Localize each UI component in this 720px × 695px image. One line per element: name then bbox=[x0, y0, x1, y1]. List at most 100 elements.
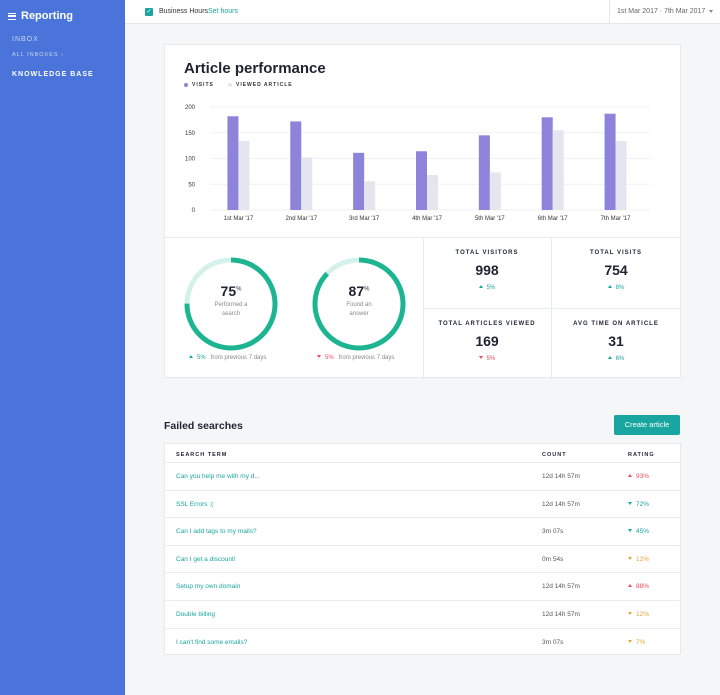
business-hours-label: Business Hours bbox=[159, 8, 209, 15]
y-tick-label: 100 bbox=[185, 157, 196, 163]
legend-dot bbox=[228, 83, 232, 87]
bar-viewed-article[interactable] bbox=[427, 174, 438, 210]
search-term-link[interactable]: Double billing bbox=[176, 611, 216, 618]
change-note: from previous 7 days bbox=[338, 355, 395, 361]
gauge-caption-line: Performed a bbox=[214, 302, 248, 308]
y-tick-label: 0 bbox=[192, 208, 196, 214]
x-tick-label: 4th Mar '17 bbox=[412, 216, 442, 222]
stat-value: 31 bbox=[608, 333, 624, 349]
search-term-link[interactable]: I can't find some emails? bbox=[176, 638, 248, 646]
gauge-caption: Found an answer bbox=[324, 301, 394, 319]
bar-visits[interactable] bbox=[478, 135, 490, 210]
rating-value: 45% bbox=[628, 528, 649, 535]
gauge-value: 75% bbox=[196, 283, 266, 299]
set-hours-link[interactable]: Set hours bbox=[208, 8, 238, 15]
search-term-link[interactable]: Can you help me with my d... bbox=[176, 473, 260, 480]
y-tick-label: 150 bbox=[185, 131, 196, 137]
sidebar-header[interactable]: Reporting bbox=[8, 10, 73, 22]
count-value: 0m 54s bbox=[542, 555, 564, 563]
gauge-unit: % bbox=[236, 286, 242, 293]
arrow-down-icon bbox=[628, 612, 632, 615]
top-bar: ✓ Business Hours Set hours 1st Mar 2017 … bbox=[125, 0, 720, 24]
bar-viewed-article[interactable] bbox=[364, 181, 376, 210]
rating-text: 12% bbox=[636, 611, 650, 618]
rating-value: 12% bbox=[628, 556, 649, 563]
bar-viewed-article[interactable] bbox=[238, 140, 250, 210]
count-value: 12d 14h 57m bbox=[542, 500, 580, 508]
column-header-search-term[interactable]: SEARCH TERM bbox=[176, 452, 228, 458]
stat-label: TOTAL ARTICLES VIEWED bbox=[438, 321, 536, 327]
business-hours-checkbox[interactable]: ✓ bbox=[145, 8, 153, 16]
column-header-rating[interactable]: RATING bbox=[628, 452, 655, 458]
bar-viewed-article[interactable] bbox=[615, 140, 627, 210]
sidebar-item-knowledge-base[interactable]: KNOWLEDGE BASE bbox=[12, 71, 94, 78]
gauge-caption-line: search bbox=[221, 311, 240, 317]
stat-value: 754 bbox=[604, 262, 628, 278]
failed-searches-table: SEARCH TERM COUNT RATING Can you help me… bbox=[164, 443, 681, 655]
card-title: Article performance bbox=[184, 60, 326, 77]
arrow-down-icon bbox=[628, 556, 632, 560]
bar-viewed-article[interactable] bbox=[301, 157, 313, 210]
table-row[interactable]: Can you help me with my d... 12d 14h 57m 9… bbox=[165, 462, 680, 490]
arrow-up-icon bbox=[628, 474, 632, 477]
column-header-count[interactable]: COUNT bbox=[542, 452, 567, 458]
rating-text: 45% bbox=[636, 528, 650, 536]
table-row[interactable]: I can't find some emails? 3m 07s 7% bbox=[165, 627, 680, 656]
count-value: 3m 07s bbox=[542, 638, 564, 646]
legend-label: VISITS bbox=[192, 82, 214, 88]
arrow-up-icon bbox=[189, 355, 193, 358]
stat-value: 169 bbox=[475, 333, 499, 349]
all-inboxes-label: ALL INBOXES bbox=[12, 52, 59, 58]
y-tick-label: 50 bbox=[188, 182, 195, 188]
gauge-answer bbox=[312, 257, 406, 351]
gauge-value: 87% bbox=[324, 283, 394, 299]
x-tick-label: 3rd Mar '17 bbox=[349, 216, 380, 222]
search-term-link[interactable]: Setup my own domain bbox=[176, 583, 241, 591]
table-row[interactable]: SSL Errors :(12d 14h 57m 72% bbox=[165, 489, 680, 518]
bar-visits[interactable] bbox=[227, 116, 239, 210]
sidebar-item-all-inboxes[interactable]: ALL INBOXES › bbox=[12, 52, 64, 58]
create-article-button[interactable]: Create article bbox=[614, 415, 680, 435]
stat-value: 998 bbox=[475, 262, 499, 278]
count-value: 12d 14h 57m bbox=[542, 583, 580, 591]
bar-viewed-article[interactable] bbox=[489, 172, 501, 210]
gauge-caption-line: Found an bbox=[346, 302, 372, 308]
article-performance-card: Article performance VISITS VIEWED ARTICL… bbox=[164, 44, 681, 379]
rating-value: 7% bbox=[628, 639, 645, 646]
x-tick-label: 6th Mar '17 bbox=[538, 216, 568, 222]
legend-visits: VISITS bbox=[184, 82, 214, 88]
rating-text: 12% bbox=[636, 555, 650, 563]
search-term-link[interactable]: Can I get a discount! bbox=[176, 555, 236, 563]
legend-viewed: VIEWED ARTICLE bbox=[228, 82, 293, 88]
caret-down-icon bbox=[709, 10, 713, 13]
count-value: 3m 07s bbox=[542, 528, 564, 536]
search-term-link[interactable]: Can I add tags to my mails? bbox=[176, 528, 257, 536]
bar-visits[interactable] bbox=[604, 113, 616, 210]
bar-visits[interactable] bbox=[353, 152, 365, 210]
gauge-unit: % bbox=[364, 286, 370, 293]
gauge-caption-line: answer bbox=[349, 311, 369, 317]
change-value: 6% bbox=[615, 356, 625, 362]
count-value: 12d 14h 57m bbox=[542, 611, 580, 618]
menu-icon[interactable] bbox=[8, 12, 16, 20]
table-row[interactable]: Setup my own domain 12d 14h 57m 88% bbox=[165, 572, 680, 600]
bar-visits[interactable] bbox=[290, 121, 302, 210]
gauge-caption: Performed a search bbox=[196, 301, 266, 319]
sidebar: Reporting INBOX ALL INBOXES › KNOWLEDGE … bbox=[0, 0, 125, 695]
stat-change: 5% bbox=[423, 285, 551, 291]
change-down: 5% bbox=[317, 355, 334, 361]
bar-visits[interactable] bbox=[541, 117, 553, 210]
arrow-down-icon bbox=[317, 355, 321, 358]
bar-chart: 0 50 100 150 200 1st Mar '17 2nd Mar '17 3rd Ma… bbox=[185, 105, 650, 222]
table-row[interactable]: Can I get a discount! 0m 54s 12% bbox=[165, 544, 680, 573]
sidebar-item-inbox[interactable]: INBOX bbox=[12, 36, 39, 43]
table-row[interactable]: Can I add tags to my mails? 3m 07s 45% bbox=[165, 517, 680, 545]
date-range-picker[interactable]: 1st Mar 2017 · 7th Mar 2017 bbox=[609, 0, 720, 23]
table-row[interactable]: Double billing 12d 14h 57m 12% bbox=[165, 600, 680, 628]
date-range-label: 1st Mar 2017 · 7th Mar 2017 bbox=[617, 8, 706, 15]
legend-label: VIEWED ARTICLE bbox=[236, 82, 293, 88]
search-term-link[interactable]: SSL Errors :( bbox=[176, 500, 214, 508]
change-value: 5% bbox=[486, 285, 496, 291]
bar-visits[interactable] bbox=[416, 151, 427, 210]
bar-viewed-article[interactable] bbox=[552, 130, 564, 210]
